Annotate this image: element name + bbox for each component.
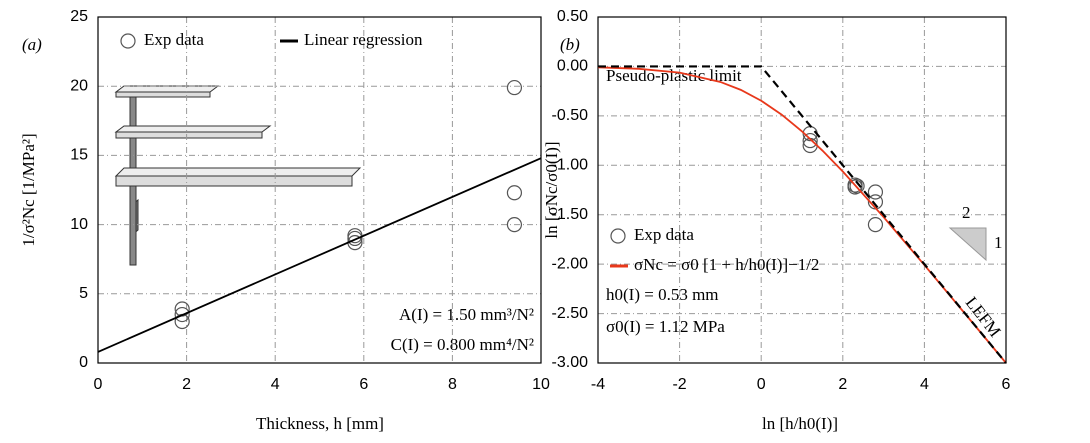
y-tick-label: 20 — [70, 77, 88, 94]
y-tick-label: 10 — [70, 216, 88, 233]
y-axis-label: ln [σNc/σ0(I)] — [542, 141, 561, 238]
y-tick-label: 0.00 — [557, 58, 588, 75]
y-tick-label: -3.00 — [552, 354, 589, 371]
legend-label: σNc = σ0 [1 + h/h0(I)]−1/2 — [634, 255, 819, 274]
annotation: Pseudo-plastic limit — [606, 66, 742, 85]
y-tick-label: 15 — [70, 147, 88, 164]
y-tick-label: 25 — [70, 8, 88, 25]
marker — [506, 185, 523, 201]
y-tick-label: 0.50 — [557, 8, 588, 25]
y-tick-label: -0.50 — [552, 107, 589, 124]
y-tick-label: -2.00 — [552, 255, 589, 272]
annotation: h0(I) = 0.53 mm — [606, 285, 719, 304]
marker — [867, 184, 884, 200]
x-tick-label: 10 — [532, 376, 550, 393]
annotation: 2 — [962, 203, 971, 222]
marker — [847, 179, 863, 195]
line — [97, 157, 542, 353]
y-tick-label: -1.00 — [552, 157, 589, 174]
x-tick-label: 8 — [448, 376, 457, 393]
y-tick-label: -2.50 — [552, 305, 589, 322]
annotation: A(I) = 1.50 mm³/N² — [399, 305, 534, 324]
y-axis-label: 1/σ²Nc [1/MPa²] — [19, 133, 38, 246]
legend-marker — [120, 33, 136, 49]
x-tick-label: -4 — [591, 376, 605, 393]
marker — [867, 217, 884, 233]
plot-frame — [597, 16, 1007, 364]
x-tick-label: 0 — [757, 376, 766, 393]
x-tick-label: 4 — [920, 376, 929, 393]
x-tick-label: 6 — [359, 376, 368, 393]
panel-label: (b) — [560, 35, 580, 54]
legend-label: Linear regression — [304, 30, 423, 49]
x-tick-label: 2 — [838, 376, 847, 393]
x-tick-label: 0 — [94, 376, 103, 393]
legend-label: Exp data — [634, 225, 694, 244]
y-tick-label: 5 — [79, 285, 88, 302]
marker — [802, 132, 818, 149]
x-tick-label: 6 — [1002, 376, 1011, 393]
marker — [174, 306, 190, 323]
plot-frame — [97, 16, 542, 364]
y-tick-label: -1.50 — [552, 206, 589, 223]
annotation: σ0(I) = 1.12 MPa — [606, 317, 725, 336]
annotation: C(I) = 0.800 mm⁴/N² — [391, 335, 534, 354]
x-tick-label: 2 — [182, 376, 191, 393]
x-tick-label: -2 — [672, 376, 686, 393]
marker — [506, 217, 523, 233]
legend-marker — [610, 228, 626, 244]
line — [598, 65, 1007, 364]
x-axis-label: ln [h/h0(I)] — [762, 414, 838, 433]
specimen-sketch — [114, 85, 362, 266]
marker — [506, 79, 523, 96]
x-tick-label: 4 — [271, 376, 280, 393]
annotation: 1 — [994, 233, 1003, 252]
marker — [849, 178, 865, 194]
legend-label: Exp data — [144, 30, 204, 49]
panel-label: (a) — [22, 35, 42, 54]
slope-triangle — [948, 227, 987, 262]
x-axis-label: Thickness, h [mm] — [256, 414, 384, 433]
y-tick-label: 0 — [79, 354, 88, 371]
